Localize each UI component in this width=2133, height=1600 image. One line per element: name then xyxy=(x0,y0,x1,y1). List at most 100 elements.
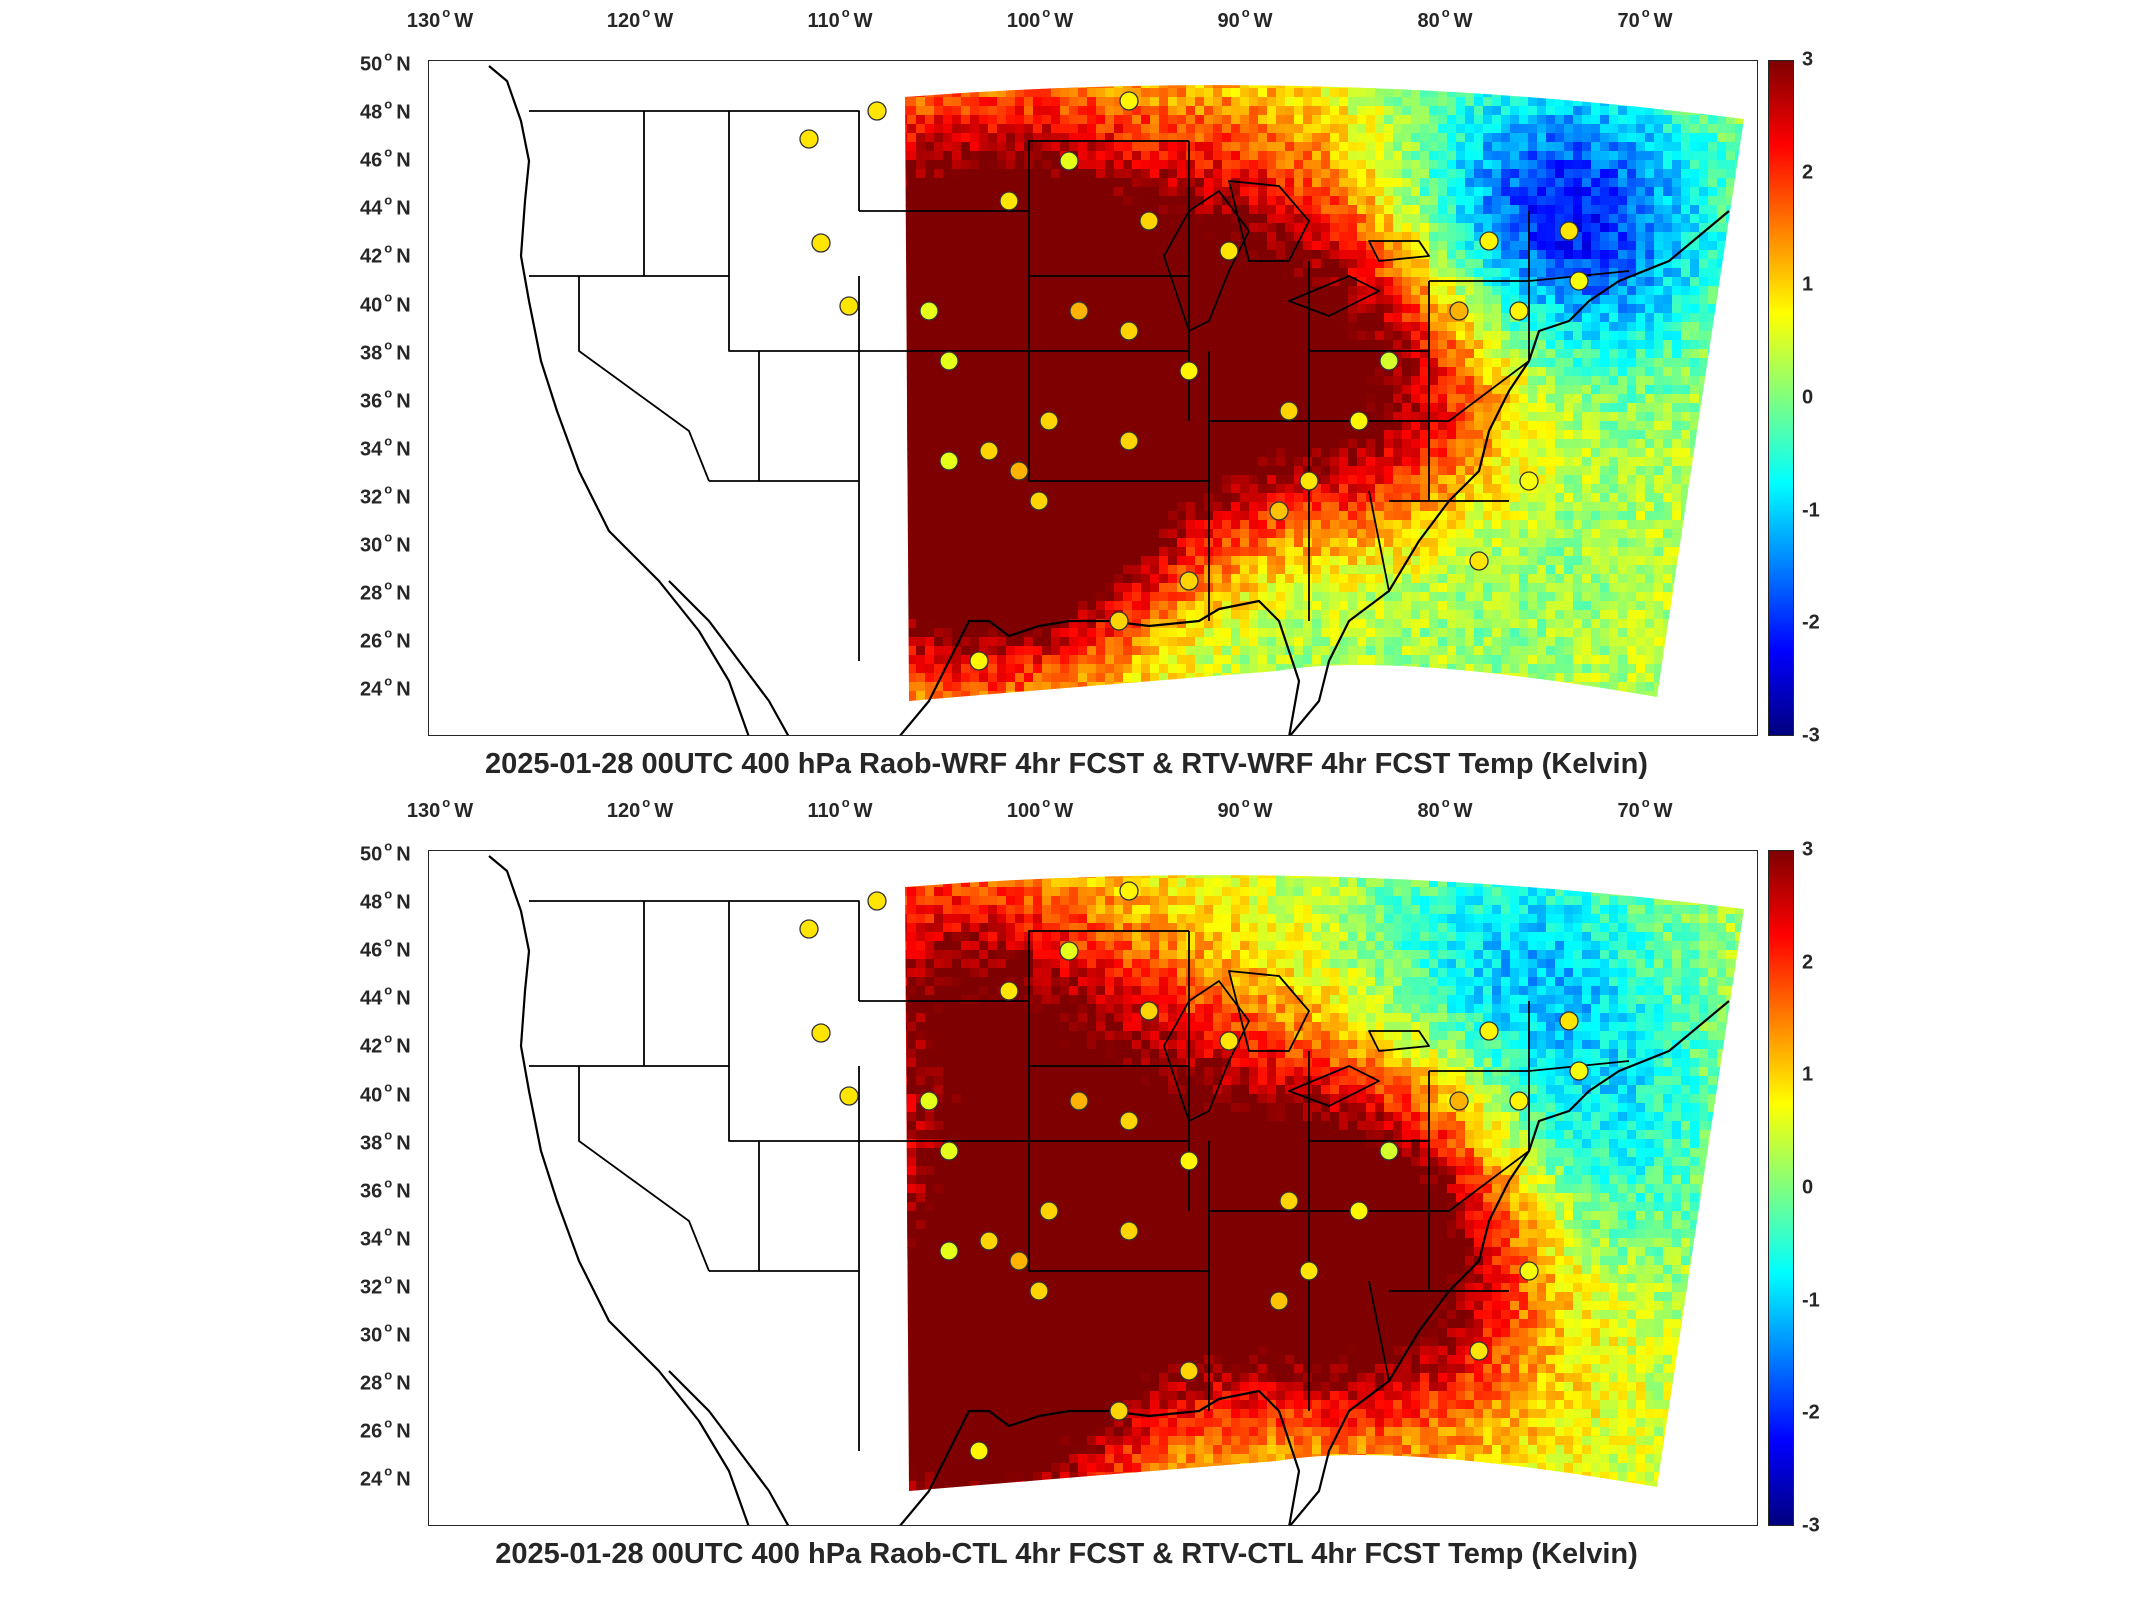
latitude-tick-label: 32 o N xyxy=(360,481,411,509)
longitude-tick-label: 120 o W xyxy=(606,795,674,822)
longitude-tick-label: 90 o W xyxy=(1217,795,1273,822)
raob-station-marker xyxy=(999,191,1019,211)
raob-station-marker xyxy=(1509,301,1529,321)
raob-station-marker xyxy=(1559,1011,1579,1031)
longitude-tick-label: 110 o W xyxy=(807,5,873,32)
raob-station-marker xyxy=(1379,1141,1399,1161)
colorbar-tick-label: -1 xyxy=(1802,1289,1820,1312)
raob-station-marker xyxy=(1069,1091,1089,1111)
latitude-tick-label: 40 o N xyxy=(360,1079,411,1106)
raob-stations xyxy=(799,91,1589,671)
latitude-tick-label: 24 o N xyxy=(360,1463,411,1491)
raob-station-marker xyxy=(1029,1281,1049,1301)
raob-station-marker xyxy=(1059,941,1079,961)
raob-station-marker xyxy=(1109,611,1129,631)
raob-station-marker xyxy=(811,233,831,253)
longitude-tick-label: 130 o W xyxy=(406,795,474,822)
raob-station-marker xyxy=(867,101,887,121)
raob-stations xyxy=(799,881,1589,1461)
raob-station-marker xyxy=(839,296,859,316)
temperature-field xyxy=(905,85,1744,702)
raob-station-marker xyxy=(1559,221,1579,241)
raob-station-marker xyxy=(1219,1031,1239,1051)
raob-station-marker xyxy=(1279,401,1299,421)
map-title: 2025-01-28 00UTC 400 hPa Raob-CTL 4hr FC… xyxy=(495,1538,1638,1570)
raob-station-marker xyxy=(919,1091,939,1111)
colorbar-tick-label: 3 xyxy=(1802,48,1814,71)
raob-station-marker xyxy=(999,981,1019,1001)
colorbar-tick-label: 2 xyxy=(1802,951,1814,974)
raob-station-marker xyxy=(1139,211,1159,231)
latitude-tick-label: 46 o N xyxy=(360,934,411,962)
raob-station-marker xyxy=(839,1086,859,1106)
raob-station-marker xyxy=(939,1141,959,1161)
colorbar-tick-label: 0 xyxy=(1802,386,1814,409)
colorbar-tick-label: 2 xyxy=(1802,161,1814,184)
raob-station-marker xyxy=(939,451,959,471)
latitude-tick-label: 38 o N xyxy=(360,1127,411,1155)
raob-station-marker xyxy=(1139,1001,1159,1021)
longitude-tick-label: 80 o W xyxy=(1417,5,1473,32)
raob-station-marker xyxy=(799,919,819,939)
latitude-tick-label: 50 o N xyxy=(360,838,411,866)
raob-station-marker xyxy=(969,651,989,671)
top-map-panel: 130 o W 120 o W 110 o W 100 o W 90 o W 80 o W 70 o W 50 o N 48 o… xyxy=(360,5,1820,780)
raob-station-marker xyxy=(1009,461,1029,481)
raob-station-marker xyxy=(1009,1251,1029,1271)
colorbar-tick-label: -1 xyxy=(1802,499,1820,522)
raob-station-marker xyxy=(1179,361,1199,381)
raob-station-marker xyxy=(1179,1151,1199,1171)
longitude-tick-label: 130 o W xyxy=(406,5,474,32)
latitude-tick-label: 36 o N xyxy=(360,1175,411,1203)
latitude-tick-label: 28 o N xyxy=(360,577,411,605)
latitude-tick-label: 32 o N xyxy=(360,1271,411,1299)
colorbar-tick-label: -3 xyxy=(1802,724,1820,747)
latitude-tick-label: 38 o N xyxy=(360,337,411,365)
raob-station-marker xyxy=(1119,321,1139,341)
raob-station-marker xyxy=(867,891,887,911)
latitude-tick-label: 30 o N xyxy=(360,1319,411,1347)
raob-station-marker xyxy=(1299,471,1319,491)
raob-station-marker xyxy=(979,1231,999,1251)
raob-station-marker xyxy=(1119,881,1139,901)
raob-station-marker xyxy=(1509,1091,1529,1111)
latitude-tick-label: 26 o N xyxy=(360,625,411,653)
raob-station-marker xyxy=(1109,1401,1129,1421)
raob-station-marker xyxy=(1479,231,1499,251)
latitude-tick-label: 48 o N xyxy=(360,96,411,124)
raob-station-marker xyxy=(1059,151,1079,171)
temperature-difference-map xyxy=(428,60,1758,736)
longitude-tick-label: 90 o W xyxy=(1217,5,1273,32)
raob-station-marker xyxy=(979,441,999,461)
bottom-map-panel: 130 o W 120 o W 110 o W 100 o W 90 o W 80 o W 70 o W 50 o N 48 o… xyxy=(0,790,2133,1590)
raob-station-marker xyxy=(1299,1261,1319,1281)
latitude-tick-label: 42 o N xyxy=(360,1030,411,1058)
raob-station-marker xyxy=(1469,1341,1489,1361)
latitude-tick-label: 26 o N xyxy=(360,1415,411,1443)
raob-station-marker xyxy=(939,351,959,371)
raob-station-marker xyxy=(1119,1221,1139,1241)
raob-station-marker xyxy=(799,129,819,149)
latitude-tick-label: 42 o N xyxy=(360,240,411,268)
raob-station-marker xyxy=(1279,1191,1299,1211)
raob-station-marker xyxy=(1569,271,1589,291)
longitude-tick-label: 120 o W xyxy=(606,5,674,32)
temperature-difference-map xyxy=(428,850,1758,1526)
raob-station-marker xyxy=(969,1441,989,1461)
latitude-tick-label: 40 o N xyxy=(360,289,411,316)
map-canvas xyxy=(488,65,1744,735)
raob-station-marker xyxy=(1269,501,1289,521)
boundary-lines xyxy=(488,65,1730,735)
latitude-tick-label: 28 o N xyxy=(360,1367,411,1395)
raob-station-marker xyxy=(1119,1111,1139,1131)
boundary-lines xyxy=(488,855,1730,1525)
longitude-tick-label: 110 o W xyxy=(807,795,873,822)
raob-station-marker xyxy=(1219,241,1239,261)
raob-station-marker xyxy=(1449,301,1469,321)
raob-station-marker xyxy=(1119,91,1139,111)
colorbar xyxy=(1768,850,1794,1526)
colorbar-tick-label: 0 xyxy=(1802,1176,1814,1199)
temperature-field xyxy=(905,875,1744,1492)
colorbar-tick-label: 3 xyxy=(1802,838,1814,861)
latitude-tick-label: 36 o N xyxy=(360,385,411,413)
